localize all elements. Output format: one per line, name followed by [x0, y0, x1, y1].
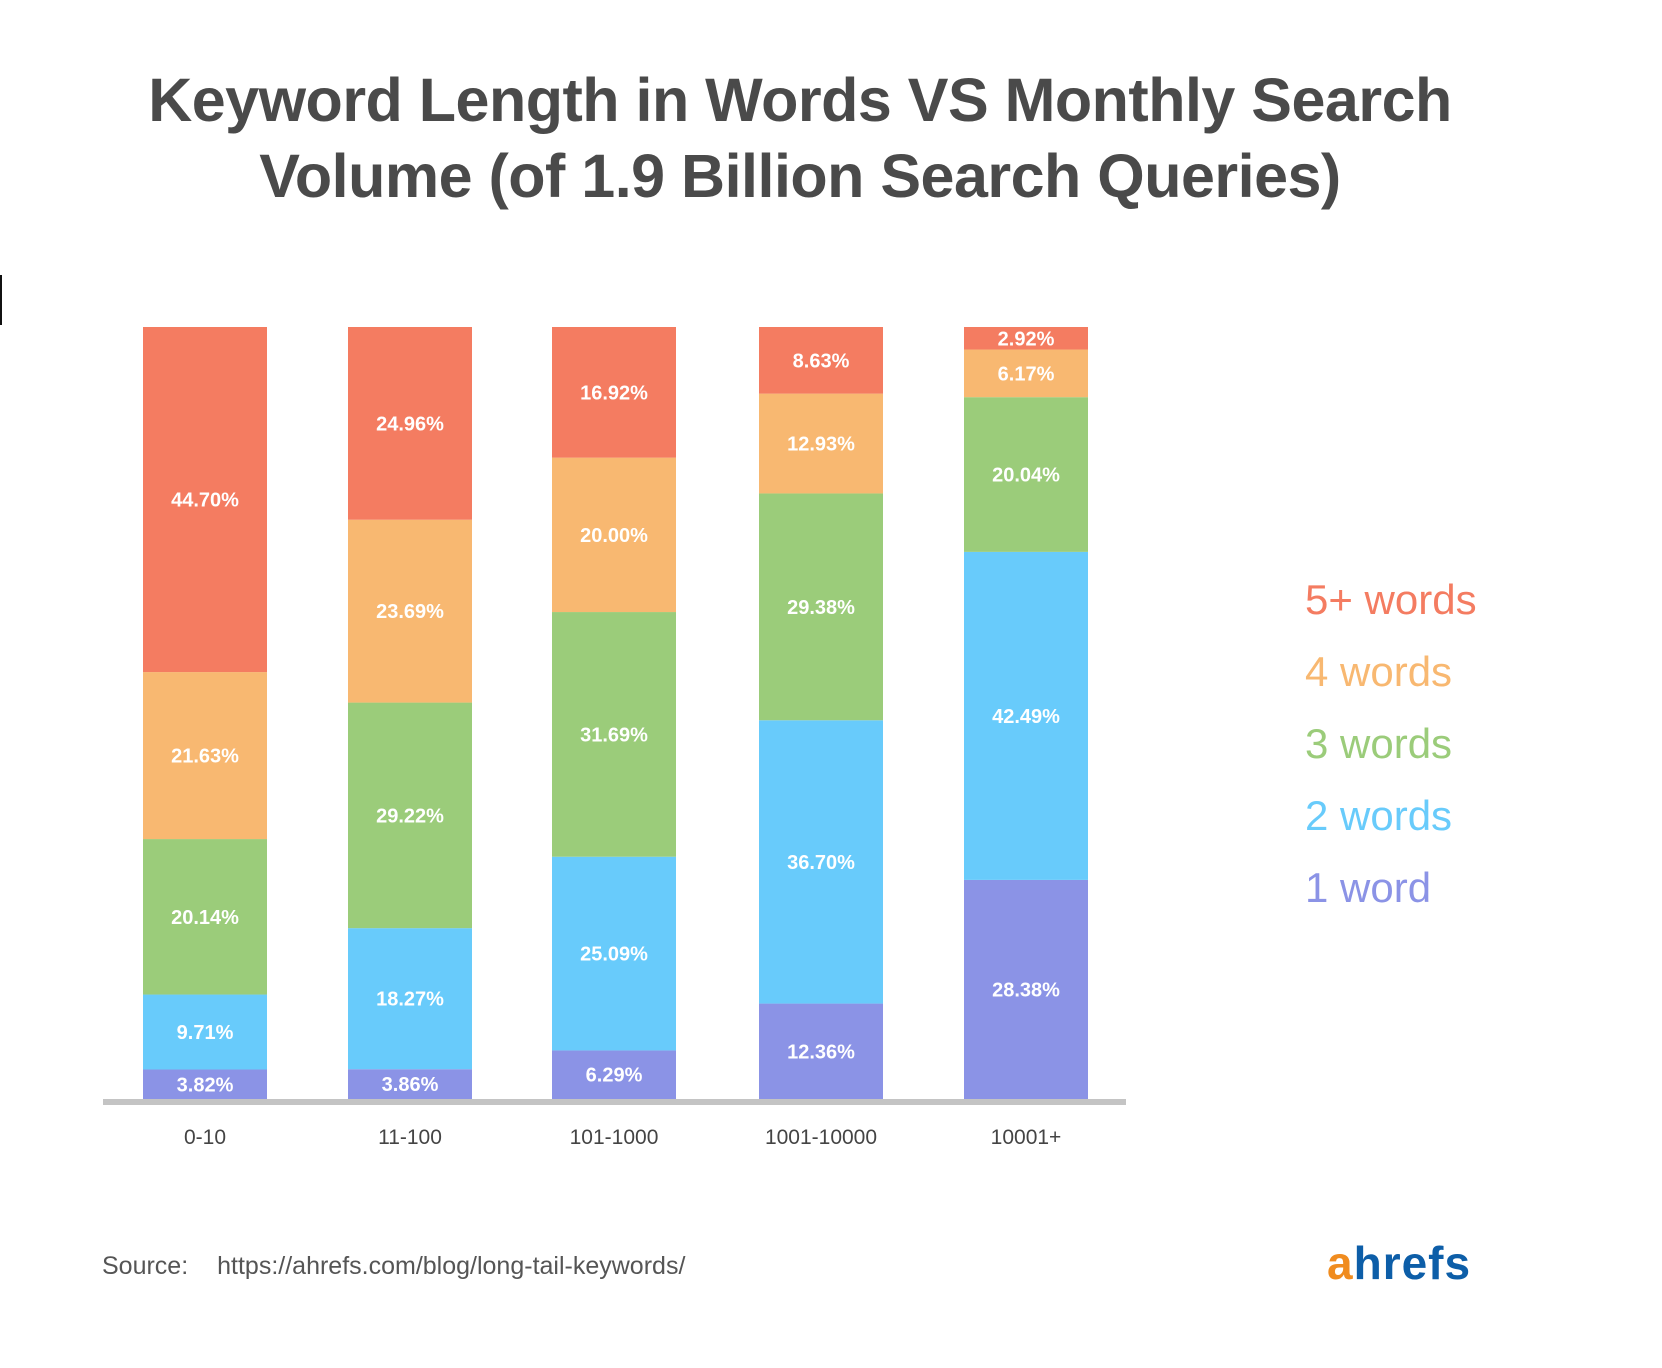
data-label: 12.93%	[787, 434, 855, 456]
text-cursor	[0, 275, 2, 325]
logo-letter-a: a	[1327, 1237, 1354, 1289]
chart-title: Keyword Length in Words VS Monthly Searc…	[90, 62, 1510, 214]
bar-segment-3-words-4	[964, 397, 1088, 552]
data-label: 20.00%	[580, 525, 648, 547]
source-label: Source:	[102, 1252, 189, 1280]
bar-segment-4-words-4	[964, 349, 1088, 398]
bar-segment-5-words-2	[552, 327, 676, 458]
bar-segment-2-words-2	[552, 856, 676, 1051]
data-label: 8.63%	[793, 350, 850, 372]
data-label: 6.29%	[586, 1065, 643, 1087]
data-label: 2.92%	[998, 328, 1055, 350]
bar-segment-4-words-3	[759, 393, 883, 494]
bar-segment-4-words-1	[348, 519, 472, 703]
x-tick-label: 10001+	[991, 1126, 1062, 1149]
x-tick-label: 11-100	[378, 1126, 442, 1149]
data-label: 44.70%	[171, 490, 239, 512]
bar-segment-2-words-0	[143, 994, 267, 1070]
chart-title-line-2: Volume (of 1.9 Billion Search Queries)	[259, 142, 1341, 210]
bar-segment-5-words-1	[348, 327, 472, 520]
data-label: 42.49%	[992, 706, 1060, 728]
chart-legend: 5+ words 4 words 3 words 2 words 1 word	[1305, 564, 1477, 924]
bar-segment-5-words-3	[759, 327, 883, 394]
bar-segment-5-words-4	[964, 327, 1088, 350]
legend-item: 4 words	[1305, 648, 1453, 695]
data-label: 3.86%	[382, 1074, 439, 1096]
data-label: 25.09%	[580, 944, 648, 966]
source-url[interactable]: https://ahrefs.com/blog/long-tail-keywor…	[217, 1252, 686, 1280]
bar-segment-5-words-0	[143, 327, 267, 673]
data-label: 28.38%	[992, 979, 1060, 1001]
bar-segment-2-words-3	[759, 720, 883, 1004]
bar-segment-1-word-0	[143, 1069, 267, 1099]
data-label: 20.14%	[171, 907, 239, 929]
bar-segment-1-word-2	[552, 1050, 676, 1099]
bar-segment-1-word-4	[964, 879, 1088, 1099]
data-label: 36.70%	[787, 852, 855, 874]
data-label: 21.63%	[171, 746, 239, 768]
data-label: 23.69%	[376, 601, 444, 623]
legend-item: 2 words	[1305, 792, 1453, 839]
data-label: 29.22%	[376, 805, 444, 827]
data-label: 9.71%	[177, 1022, 234, 1044]
data-label: 18.27%	[376, 989, 444, 1011]
logo-letters-rest: hrefs	[1353, 1237, 1472, 1289]
bar-segment-4-words-2	[552, 457, 676, 613]
legend-item: 1 word	[1305, 864, 1432, 911]
data-label: 29.38%	[787, 597, 855, 619]
data-label: 12.36%	[787, 1041, 855, 1063]
bar-segment-4-words-0	[143, 672, 267, 840]
bar-segment-2-words-4	[964, 551, 1088, 880]
data-label: 16.92%	[580, 382, 648, 404]
bar-segment-3-words-0	[143, 839, 267, 995]
bar-segment-3-words-3	[759, 493, 883, 721]
bar-segment-3-words-1	[348, 702, 472, 929]
data-label: 24.96%	[376, 413, 444, 435]
data-label: 31.69%	[580, 724, 648, 746]
x-tick-label: 101-1000	[570, 1126, 659, 1149]
ahrefs-logo: ahrefs	[1327, 1236, 1471, 1290]
x-tick-label: 1001-10000	[765, 1126, 877, 1149]
x-tick-label: 0-10	[184, 1126, 226, 1149]
source-note: Source: https://ahrefs.com/blog/long-tai…	[102, 1252, 685, 1281]
legend-item: 3 words	[1305, 720, 1453, 767]
bar-segment-1-word-3	[759, 1003, 883, 1099]
bar-segment-2-words-1	[348, 928, 472, 1070]
data-label: 3.82%	[177, 1074, 234, 1096]
data-label: 20.04%	[992, 465, 1060, 487]
bar-segment-1-word-1	[348, 1069, 472, 1099]
bar-segment-3-words-2	[552, 612, 676, 857]
legend-item: 5+ words	[1305, 576, 1477, 623]
data-label: 6.17%	[998, 363, 1055, 385]
chart-title-line-1: Keyword Length in Words VS Monthly Searc…	[148, 66, 1452, 134]
